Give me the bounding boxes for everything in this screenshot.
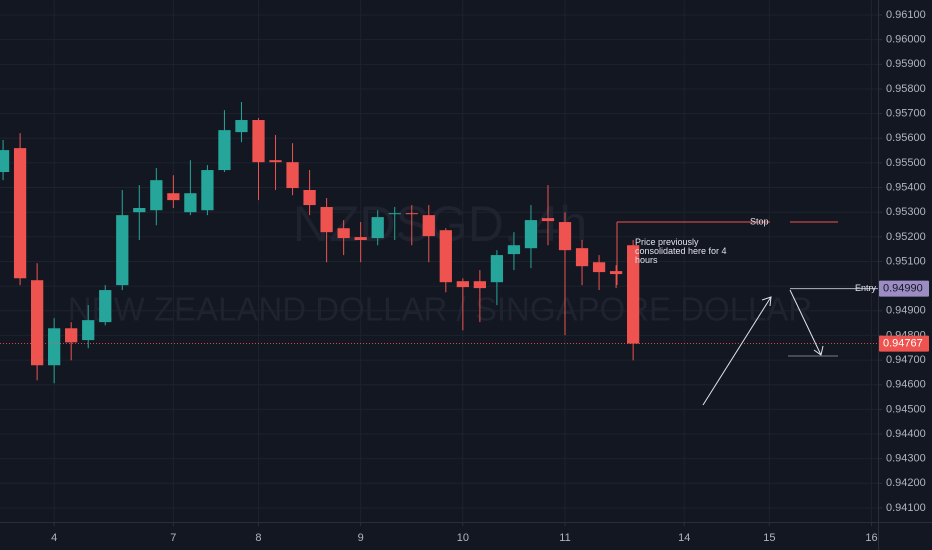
candle-body [422,215,435,237]
candle-body [184,193,197,213]
candle-body [371,217,384,239]
stop-label: Stop [750,216,769,226]
candle-body [337,228,350,239]
candle-body [48,328,61,366]
axis-labels: 0.94100 0.94200 0.94300 0.94400 0.94500 0.946… [51,9,929,544]
y-tick-label: 0.94600 [886,379,926,391]
y-tick-label: 0.95800 [886,83,926,95]
y-tick-label: 0.95700 [886,108,926,120]
arrow-down [789,289,822,356]
y-tick-label: 0.95400 [886,181,926,193]
candle-body [303,190,316,206]
y-tick-label: 0.95900 [886,58,926,70]
last-price-label: 0.94767 [883,337,923,349]
candle-body [82,320,95,341]
candle-body [0,150,10,173]
price-axis [878,0,932,550]
y-tick-label: 0.95500 [886,157,926,169]
y-tick-label: 0.95200 [886,231,926,243]
candle-body [609,271,623,275]
candle-body [473,281,486,289]
candle-body [99,290,112,323]
y-tick-label: 0.94200 [886,477,926,489]
candle-body [439,230,452,283]
y-tick-label: 0.94100 [886,502,926,514]
x-tick-label: 7 [170,532,176,544]
y-tick-label: 0.94700 [886,354,926,366]
y-tick-label: 0.94500 [886,403,926,415]
candle-body [388,213,401,215]
last-price-box [879,335,929,352]
candle-body [201,170,214,211]
candle-body [30,280,44,366]
watermark-name: NEW ZEALAND DOLLAR / SINGAPORE DOLLAR [68,291,813,328]
candle-body [235,120,248,133]
note: Price previously consolidated here for 4… [635,238,727,266]
candle-body [558,222,572,251]
note-text: Price previously consolidated here for 4… [635,238,727,266]
y-tick-label: 0.94300 [886,453,926,465]
candle-body [218,130,231,171]
y-tick-label: 0.95300 [886,206,926,218]
candle-body [65,328,78,343]
candle-body [150,180,163,211]
x-tick-label: 16 [865,532,877,544]
candle-body [626,245,640,344]
candle-body [524,220,538,249]
candle-body [507,245,521,255]
entry-price-box [879,280,929,297]
candle-body [541,218,555,222]
candle-body [269,160,282,163]
x-tick-label: 10 [457,532,469,544]
x-tick-label: 15 [763,532,775,544]
y-tick-label: 0.96000 [886,34,926,46]
arrow-head [761,296,772,307]
candle-body [167,193,180,201]
y-tick-label: 0.95600 [886,132,926,144]
candle-body [286,162,299,189]
arrow-up [702,296,772,406]
y-tick-label: 0.96100 [886,9,926,21]
time-axis [0,522,932,550]
arrow-head [813,345,824,356]
candle-body [456,281,469,288]
x-tick-label: 11 [559,532,570,544]
candle-body [320,207,333,233]
x-tick-label: 9 [358,532,364,544]
y-tick-label: 0.94400 [886,428,926,440]
candle-body [490,255,504,283]
x-tick-label: 8 [255,532,261,544]
candle-body [133,208,146,213]
entry-price-label: 0.94990 [883,283,923,295]
candles [0,102,640,384]
y-tick-label: 0.95100 [886,255,926,267]
entry-label: Entry [855,283,877,293]
candle-body [575,248,589,267]
candle-body [13,148,27,279]
candle-body [354,237,367,241]
x-tick-label: 14 [678,532,690,544]
candle-body [405,213,418,215]
annotations: Stop Price previously consolidated here f… [0,216,878,344]
x-tick-label: 4 [51,532,57,544]
candle-body [252,120,265,163]
candle-body [592,262,606,273]
candle-body [116,215,129,286]
y-tick-label: 0.94900 [886,305,926,317]
